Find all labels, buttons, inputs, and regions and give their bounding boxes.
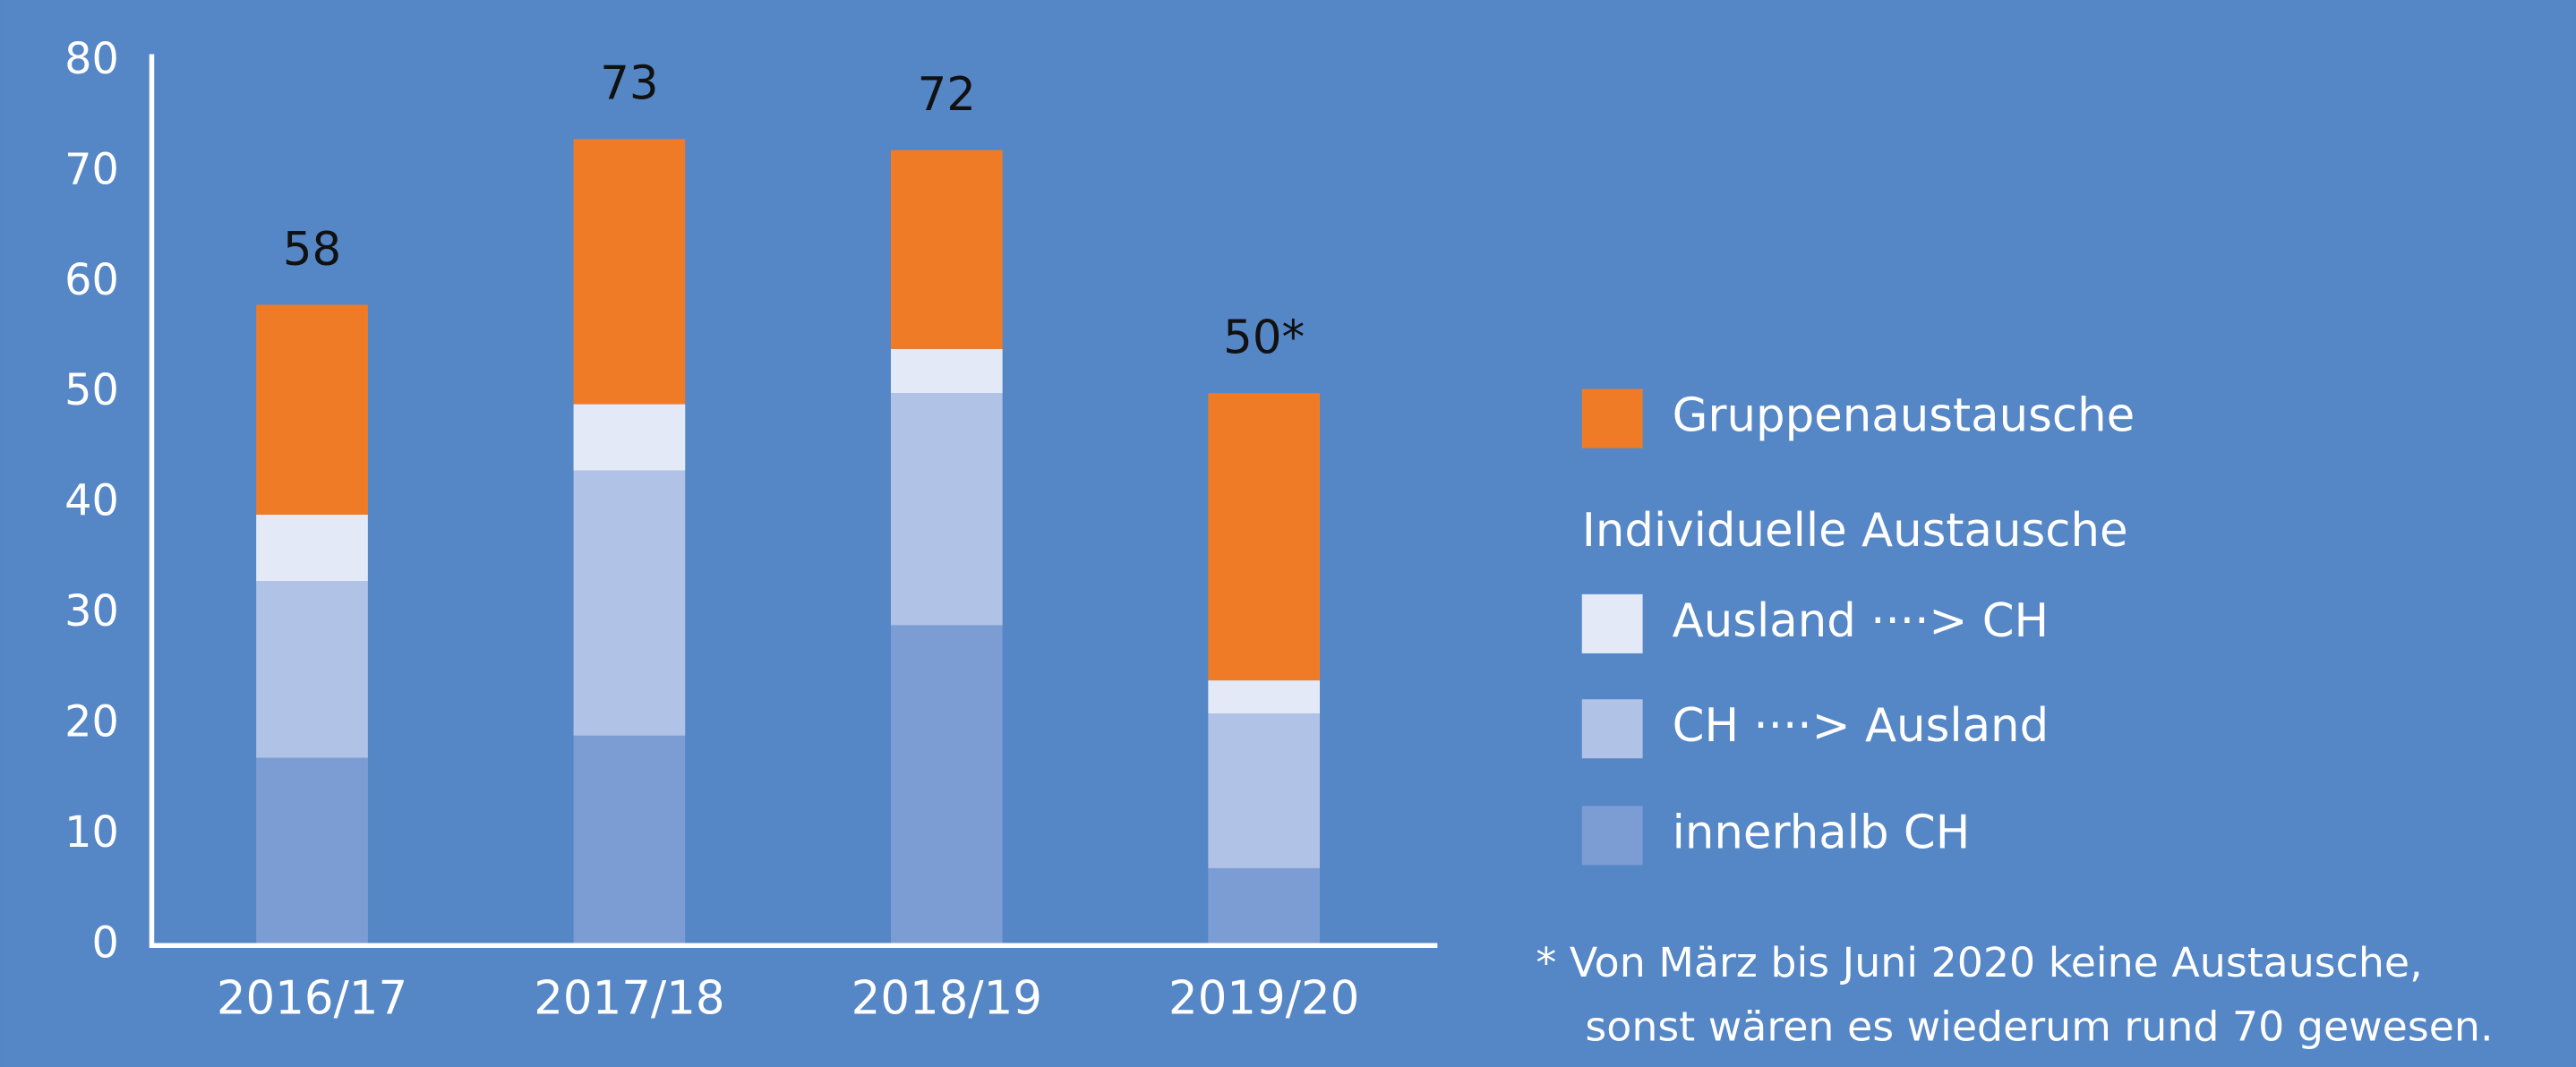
total-label: 58 [283, 223, 341, 277]
y-tick-label: 50 [64, 366, 119, 415]
y-tick-label: 80 [64, 35, 119, 84]
bar-segment [890, 348, 1003, 394]
bar-segment [573, 404, 686, 471]
legend-swatch [1581, 806, 1643, 866]
bar-segment [1208, 867, 1321, 946]
total-label: 50* [1223, 312, 1305, 365]
x-tick-label: 2019/20 [1168, 972, 1359, 1026]
bar-segment [1208, 680, 1321, 714]
y-tick-label: 10 [64, 808, 119, 858]
total-label: 72 [918, 68, 976, 122]
x-tick-label: 2018/19 [852, 972, 1042, 1026]
bar-segment [1208, 713, 1321, 868]
bar-segment [256, 757, 368, 946]
y-tick-label: 70 [64, 145, 119, 194]
legend-label: CH ····> Ausland [1673, 699, 2050, 753]
y-tick-label: 30 [64, 587, 119, 636]
bar-segment [890, 393, 1003, 626]
bar-segment [890, 625, 1003, 946]
legend-heading: Individuelle Austausche [1582, 504, 2128, 558]
bar-segment [256, 581, 368, 758]
y-tick-label: 0 [91, 918, 118, 968]
legend-swatch [1581, 699, 1643, 759]
bar-segment [890, 149, 1003, 349]
bar-segment [573, 139, 686, 405]
footnote: sonst wären es wiederum rund 70 gewesen. [1585, 1002, 2493, 1050]
total-label: 73 [600, 57, 658, 111]
bar-segment [1208, 393, 1321, 681]
legend-label: Gruppenaustausche [1673, 389, 2135, 443]
x-tick-label: 2017/18 [534, 972, 724, 1026]
y-tick-label: 20 [64, 697, 119, 747]
footnote: * Von März bis Juni 2020 keine Austausch… [1536, 938, 2422, 986]
bar-segment [256, 514, 368, 582]
bar-segment [573, 470, 686, 736]
legend-swatch [1581, 593, 1643, 653]
bar-segment [573, 735, 686, 946]
y-tick-label: 40 [64, 477, 119, 526]
legend-label: Ausland ····> CH [1673, 594, 2050, 648]
x-tick-label: 2016/17 [217, 972, 407, 1026]
y-tick-label: 60 [64, 256, 119, 305]
legend-label: innerhalb CH [1673, 806, 1971, 859]
bar-segment [256, 304, 368, 515]
legend-swatch [1581, 388, 1643, 448]
